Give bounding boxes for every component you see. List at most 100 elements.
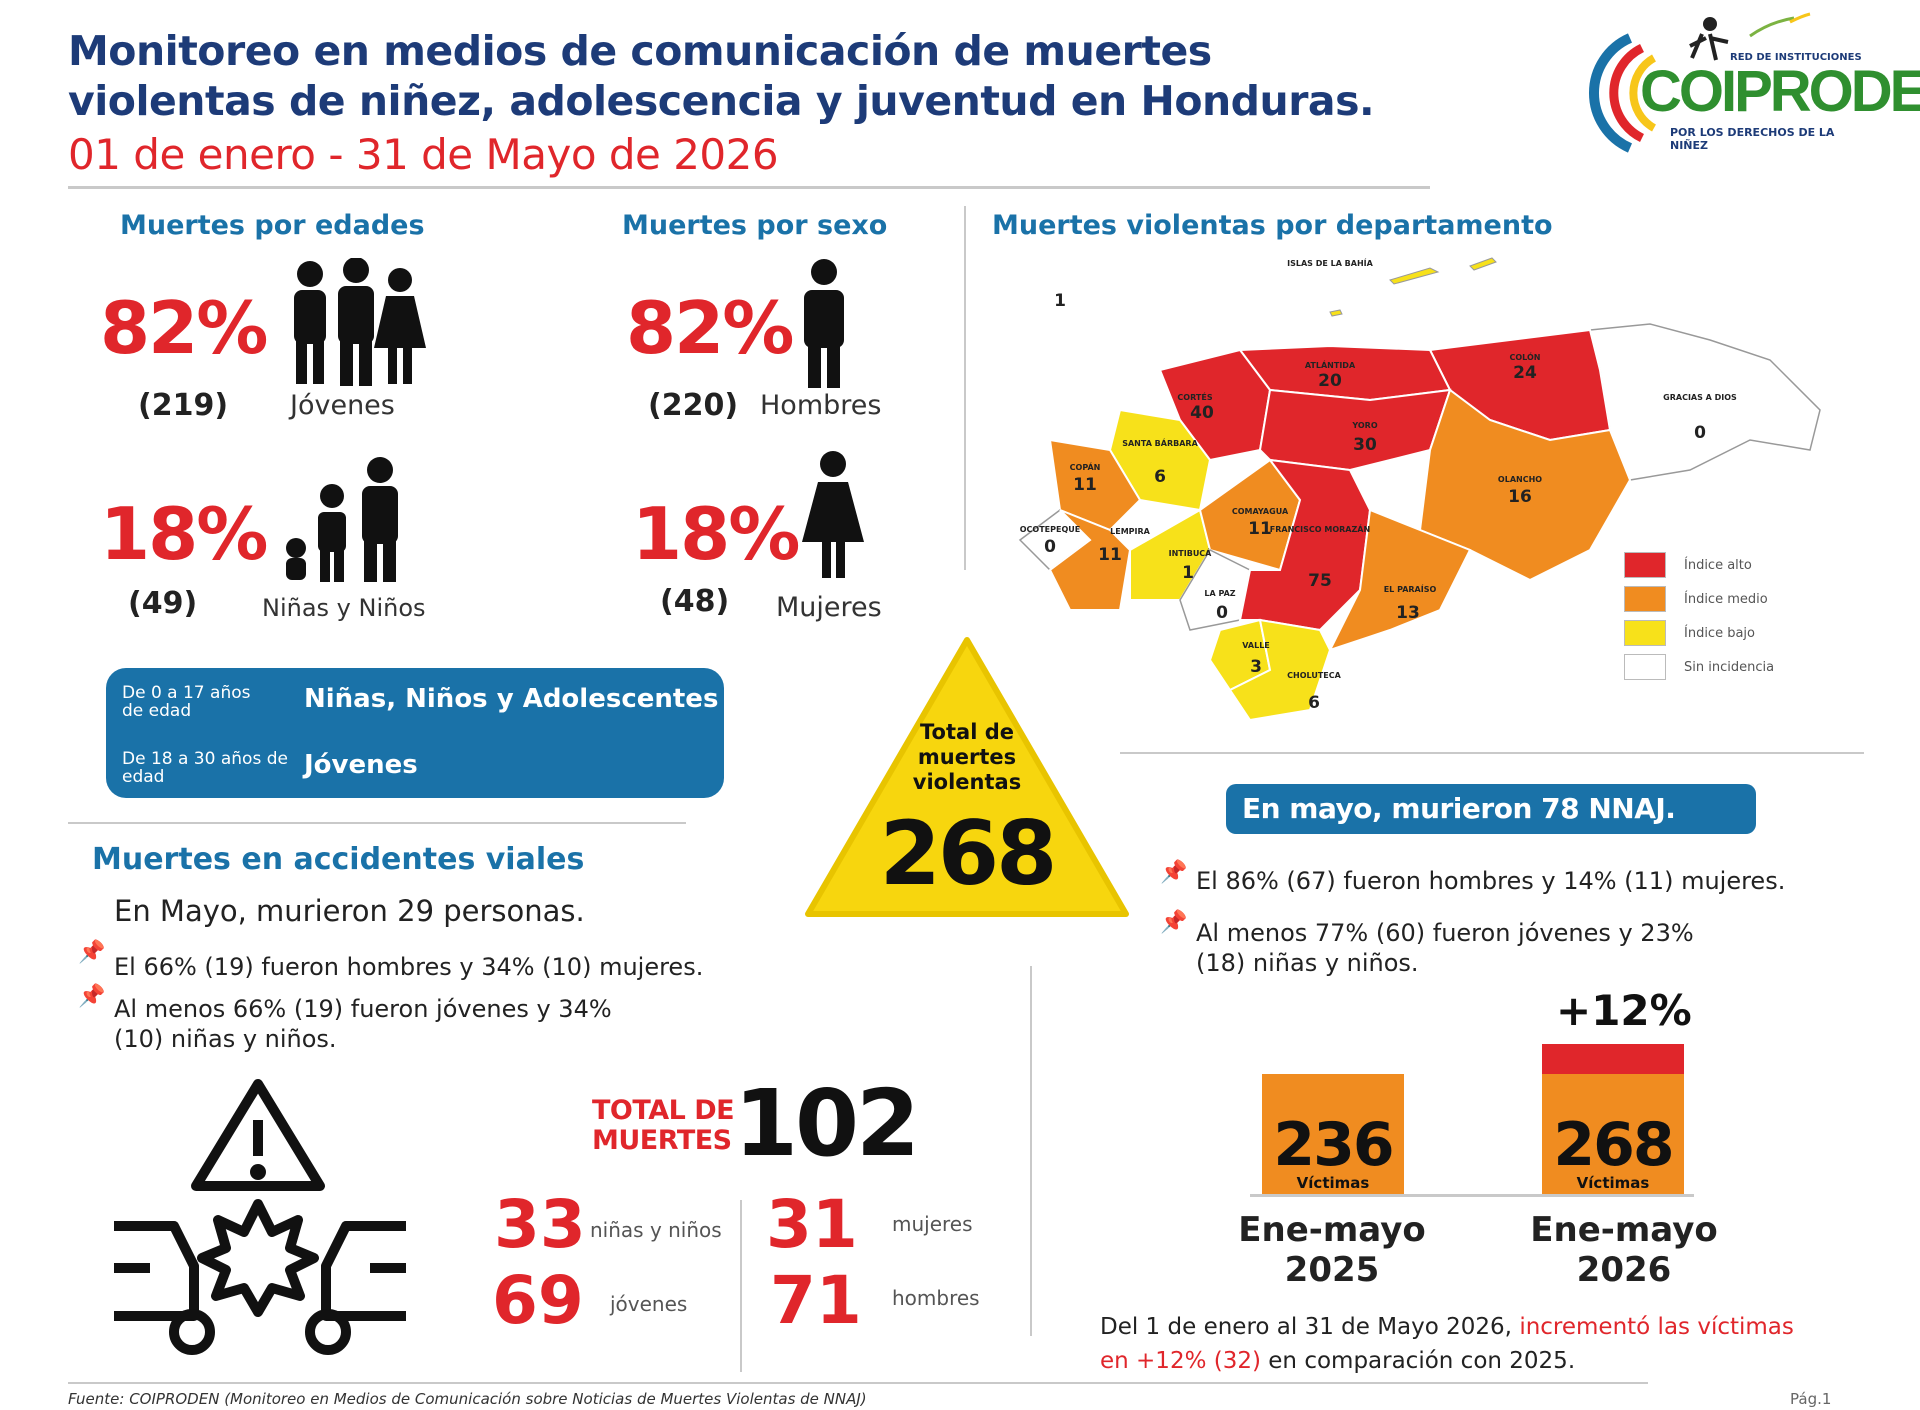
kids-percent: 18% bbox=[100, 492, 268, 576]
department-name: YORO bbox=[1351, 421, 1377, 430]
department-name: LEMPIRA bbox=[1110, 527, 1151, 536]
young-count: (219) bbox=[138, 388, 229, 423]
department-name: ISLAS DE LA BAHÍA bbox=[1287, 257, 1374, 268]
department-name: COLÓN bbox=[1510, 351, 1541, 362]
accidents-bullet-2: Al menos 66% (19) fueron jóvenes y 34% (… bbox=[114, 994, 612, 1054]
note-part-3: en +12% (32) bbox=[1100, 1348, 1261, 1374]
age-group-2: Jóvenes bbox=[304, 750, 418, 780]
logo-swoosh-icon bbox=[1588, 12, 1811, 153]
department-value: 3 bbox=[1250, 657, 1262, 677]
women-count: (48) bbox=[660, 584, 730, 619]
bar-2026-label-line-1: Ene-mayo bbox=[1530, 1210, 1718, 1250]
accidents-bullet-2-line-2: (10) niñas y niños. bbox=[114, 1025, 337, 1053]
vertical-divider-top bbox=[964, 206, 966, 570]
source-note: Fuente: COIPRODEN (Monitoreo en Medios d… bbox=[68, 1390, 867, 1408]
department-value: 1 bbox=[1182, 563, 1194, 583]
car-crash-icon bbox=[110, 1076, 410, 1370]
department-name: CORTÉS bbox=[1177, 391, 1212, 402]
department-value: 0 bbox=[1044, 537, 1056, 557]
department-value: 1 bbox=[1054, 291, 1066, 311]
bar-baseline bbox=[1250, 1194, 1694, 1197]
accidents-women-value: 31 bbox=[766, 1186, 858, 1263]
legend-swatch bbox=[1624, 620, 1666, 646]
department-value: 75 bbox=[1308, 571, 1332, 591]
total-label-line-2: MUERTES bbox=[592, 1125, 732, 1156]
accidents-may-line: En Mayo, murieron 29 personas. bbox=[114, 894, 585, 928]
total-label-line-1: TOTAL DE bbox=[592, 1095, 735, 1126]
legend-swatch bbox=[1624, 552, 1666, 578]
family-icon bbox=[282, 257, 432, 392]
note-part-1: Del 1 de enero al 31 de Mayo 2026, bbox=[1100, 1314, 1520, 1340]
age-range-legend: De 0 a 17 años de edad Niñas, Niños y Ad… bbox=[106, 668, 724, 798]
department-name: LA PAZ bbox=[1204, 589, 1235, 598]
accidents-kids-value: 33 bbox=[494, 1186, 586, 1263]
department-name: SANTA BÁRBARA bbox=[1122, 437, 1198, 448]
department-name: OLANCHO bbox=[1498, 475, 1542, 484]
map-heading: Muertes violentas por departamento bbox=[992, 210, 1553, 241]
sex-heading: Muertes por sexo bbox=[622, 210, 888, 241]
legend-swatch bbox=[1624, 586, 1666, 612]
department-name: ATLÁNTIDA bbox=[1305, 359, 1356, 370]
department-name: COPÁN bbox=[1070, 461, 1101, 472]
accidents-women-label: mujeres bbox=[892, 1212, 973, 1236]
accidents-total-label: TOTAL DE MUERTES bbox=[592, 1095, 735, 1156]
right-divider bbox=[1120, 752, 1864, 754]
note-part-4: en comparación con 2025. bbox=[1260, 1348, 1576, 1374]
department-name: GRACIAS A DIOS bbox=[1663, 393, 1737, 402]
accidents-men-value: 71 bbox=[770, 1262, 862, 1339]
bar-2025-unit: Víctimas bbox=[1296, 1174, 1370, 1192]
logo-top-text: RED DE INSTITUCIONES bbox=[1730, 52, 1862, 63]
department-name: EL PARAÍSO bbox=[1384, 583, 1437, 594]
accidents-young-value: 69 bbox=[492, 1262, 584, 1339]
accidents-bullet-2-line-1: Al menos 66% (19) fueron jóvenes y 34% bbox=[114, 995, 612, 1023]
department-name: OCOTEPEQUE bbox=[1020, 525, 1080, 534]
bar-2025-label-line-2: 2025 bbox=[1284, 1250, 1380, 1290]
young-percent: 82% bbox=[100, 286, 268, 370]
department-name: CHOLUTECA bbox=[1287, 671, 1341, 680]
pin-icon: 📌 bbox=[78, 984, 106, 1009]
department-value: 0 bbox=[1216, 603, 1228, 623]
legend-item-alto: Índice alto bbox=[1624, 548, 1774, 582]
department-value: 11 bbox=[1098, 545, 1122, 565]
department-value: 13 bbox=[1396, 603, 1420, 623]
department-name: VALLE bbox=[1242, 641, 1270, 650]
bar-2025-label-line-1: Ene-mayo bbox=[1238, 1210, 1426, 1250]
department-name: FRANCISCO MORAZÁN bbox=[1270, 523, 1370, 534]
title-line-2: violentas de niñez, adolescencia y juven… bbox=[68, 77, 1375, 125]
bar-2026-value: 268 bbox=[1553, 1110, 1674, 1180]
honduras-map: ISLAS DE LA BAHÍA 1 CORTÉS 40 ATLÁNTIDA 20 COL… bbox=[1010, 250, 1840, 740]
header-divider bbox=[68, 186, 1430, 189]
legend-label: Índice medio bbox=[1684, 591, 1768, 607]
women-percent: 18% bbox=[632, 492, 800, 576]
accidents-young-label: jóvenes bbox=[610, 1292, 688, 1316]
change-percent: +12% bbox=[1556, 986, 1692, 1035]
total-triangle: Total de muertes violentas 268 bbox=[800, 632, 1134, 926]
note-part-2: incrementó las víctimas bbox=[1519, 1314, 1794, 1340]
may-bullet-2-line-2: (18) niñas y niños. bbox=[1196, 949, 1419, 977]
accidents-bullet-1: El 66% (19) fueron hombres y 34% (10) mu… bbox=[114, 953, 704, 981]
date-range: 01 de enero - 31 de Mayo de 2026 bbox=[68, 130, 779, 179]
may-bullet-2-line-1: Al menos 77% (60) fueron jóvenes y 23% bbox=[1196, 919, 1694, 947]
department-value: 11 bbox=[1248, 519, 1272, 539]
legend-item-bajo: Índice bajo bbox=[1624, 616, 1774, 650]
accidents-total-value: 102 bbox=[734, 1070, 920, 1177]
title-line-1: Monitoreo en medios de comunicación de m… bbox=[68, 27, 1212, 75]
vertical-divider-bottom bbox=[1030, 966, 1032, 1336]
accidents-heading: Muertes en accidentes viales bbox=[92, 842, 585, 877]
department-value: 20 bbox=[1318, 371, 1342, 391]
men-percent: 82% bbox=[626, 286, 794, 370]
ages-heading: Muertes por edades bbox=[120, 210, 425, 241]
bar-2026-unit: Víctimas bbox=[1576, 1174, 1650, 1192]
young-label: Jóvenes bbox=[290, 390, 395, 421]
map-legend: Índice alto Índice medio Índice bajo Sin… bbox=[1624, 548, 1774, 684]
legend-item-sin: Sin incidencia bbox=[1624, 650, 1774, 684]
logo-bottom-text: POR LOS DERECHOS DE LA NIÑEZ bbox=[1670, 126, 1835, 152]
accidents-kids-label: niñas y niños bbox=[590, 1218, 722, 1242]
may-banner-text: En mayo, murieron 78 NNAJ. bbox=[1242, 792, 1676, 825]
may-banner: En mayo, murieron 78 NNAJ. bbox=[1226, 784, 1756, 834]
bar-2025-value: 236 bbox=[1273, 1110, 1394, 1180]
men-label: Hombres bbox=[760, 390, 882, 421]
department-value: 6 bbox=[1308, 693, 1320, 713]
page-title: Monitoreo en medios de comunicación de m… bbox=[68, 26, 1375, 126]
may-bullet-1: El 86% (67) fueron hombres y 14% (11) mu… bbox=[1196, 867, 1786, 895]
